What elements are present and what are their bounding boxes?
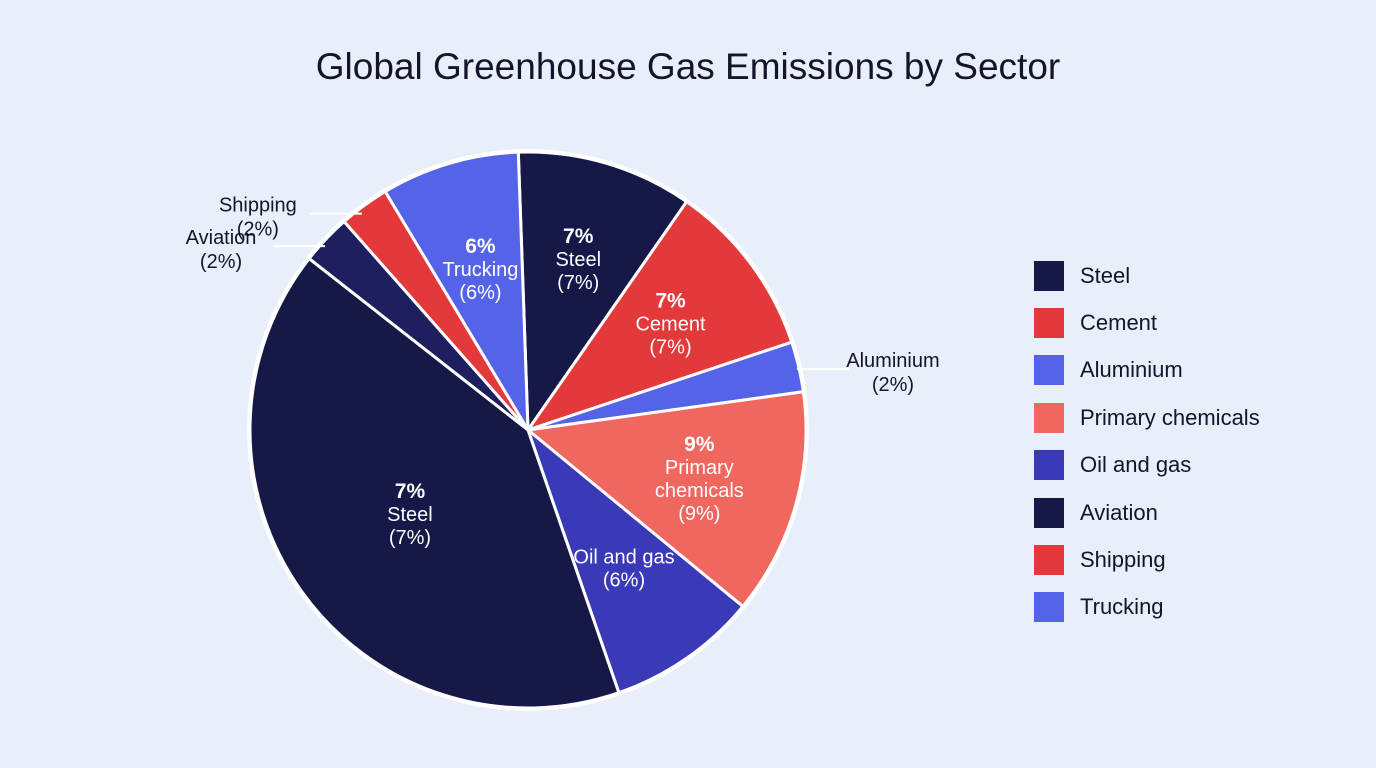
legend-item-aviation: Aviation: [1034, 489, 1260, 536]
legend-swatch-oil-and-gas: [1034, 450, 1064, 481]
slice-shipping-name: Shipping: [219, 195, 297, 217]
legend-swatch-aviation: [1034, 497, 1064, 528]
legend-label-oil-and-gas: Oil and gas: [1080, 452, 1192, 478]
legend-item-cement: Cement: [1034, 299, 1260, 346]
slice-steel-name-0: Steel: [555, 249, 601, 271]
pie-slice-oil-and-gas: [526, 428, 745, 695]
legend-item-steel: Steel: [1034, 252, 1260, 299]
slice-aviation-name: Aviation: [186, 227, 257, 249]
legend-label-steel: Steel: [1080, 262, 1131, 288]
legend-swatch-cement: [1034, 308, 1064, 339]
legend-swatch-primary-chemicals: [1034, 402, 1064, 433]
legend-label-cement: Cement: [1080, 310, 1158, 336]
slice-label-aviation: Aviation(2%): [186, 227, 326, 273]
legend-item-primary-chemicals: Primary chemicals: [1034, 394, 1260, 441]
legend-label-shipping: Shipping: [1080, 547, 1166, 573]
pie-slice-steel: [516, 150, 689, 432]
slice-label-cement: 7%Cement(7%): [635, 289, 705, 358]
slice-aluminium-paren: (2%): [872, 374, 914, 396]
slice-cement-paren: (7%): [649, 336, 691, 358]
slice-steel-pct: 7%: [395, 480, 426, 503]
slice-trucking-paren: (6%): [459, 282, 501, 304]
legend-label-trucking: Trucking: [1080, 594, 1164, 620]
slice-shipping-paren: (2%): [237, 219, 279, 241]
pie-slice-trucking: [383, 150, 530, 432]
slice-steel-name-0: Steel: [387, 504, 433, 526]
slice-label-shipping: Shipping(2%): [219, 195, 362, 241]
slice-label-trucking: 6%Trucking(6%): [442, 235, 518, 304]
slice-label-steel: 7%Steel(7%): [387, 480, 433, 549]
legend-swatch-aluminium: [1034, 355, 1064, 386]
slice-trucking-pct: 6%: [465, 235, 496, 258]
legend-swatch-shipping: [1034, 545, 1064, 576]
legend-item-trucking: Trucking: [1034, 584, 1260, 631]
slice-cement-pct: 7%: [655, 289, 686, 312]
slice-steel-paren: (7%): [557, 272, 599, 294]
slice-primary-chemicals-paren: (9%): [678, 503, 720, 525]
chart-legend: Steel Cement Aluminium Primary chemicals Oil…: [1034, 252, 1260, 631]
slice-cement-name-0: Cement: [635, 313, 705, 335]
slice-aviation-paren: (2%): [200, 251, 242, 273]
pie-slice-cement: [526, 200, 794, 432]
legend-label-primary-chemicals: Primary chemicals: [1080, 404, 1260, 430]
legend-item-aluminium: Aluminium: [1034, 347, 1260, 394]
slice-label-steel: 7%Steel(7%): [555, 225, 601, 294]
pie-slice-steel: [248, 257, 621, 710]
slice-oil-and-gas-name-0: Oil and gas: [573, 546, 674, 568]
legend-swatch-trucking: [1034, 592, 1064, 623]
slice-primary-chemicals-pct: 9%: [684, 433, 715, 456]
slice-steel-pct: 7%: [563, 225, 594, 248]
slice-label-aluminium: Aluminium(2%): [796, 350, 940, 396]
legend-label-aviation: Aviation: [1080, 499, 1158, 525]
legend-label-aluminium: Aluminium: [1080, 357, 1183, 383]
slice-steel-paren: (7%): [389, 527, 431, 549]
slice-oil-and-gas-paren: (6%): [603, 569, 645, 591]
chart-title: Global Greenhouse Gas Emissions by Secto…: [315, 46, 1061, 87]
slice-primary-chemicals-name-0: Primary: [665, 457, 734, 479]
slice-label-oil-and-gas: Oil and gas(6%): [573, 546, 674, 591]
pie-slice-primary-chemicals: [526, 390, 808, 608]
legend-item-shipping: Shipping: [1034, 536, 1260, 583]
slice-primary-chemicals-name-1: chemicals: [655, 480, 744, 502]
slice-trucking-name-0: Trucking: [442, 259, 518, 281]
slice-aluminium-name: Aluminium: [846, 350, 939, 372]
legend-swatch-steel: [1034, 260, 1064, 291]
legend-item-oil-and-gas: Oil and gas: [1034, 442, 1260, 489]
